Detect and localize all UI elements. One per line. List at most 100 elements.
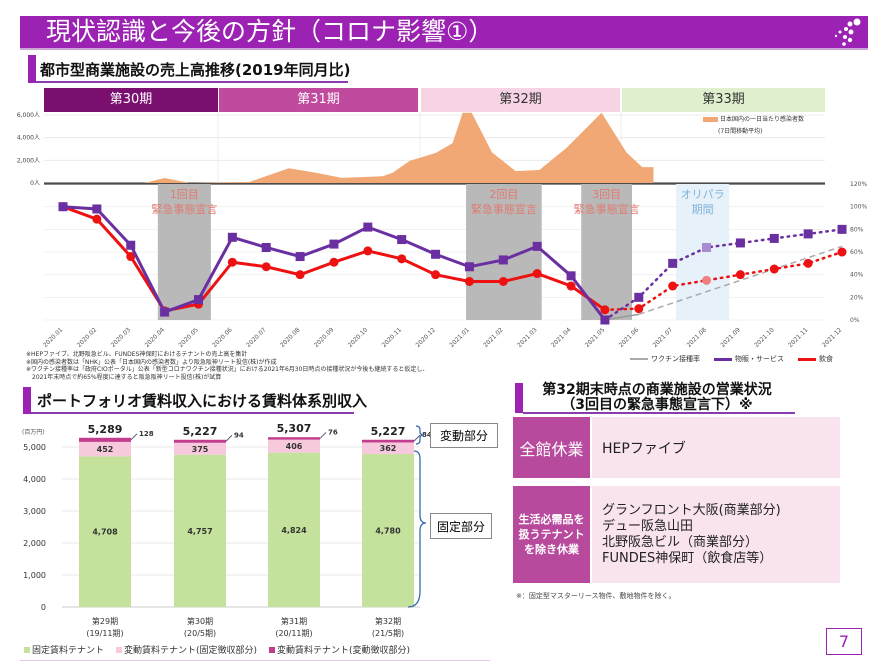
x-tick-label: 2020.08 [279,326,302,349]
bracket-variable [415,425,425,445]
x-category-sublabel: (20/11期) [275,629,312,638]
x-category-label: 第32期 [375,616,401,626]
y-tick-label: 2,000 [23,539,46,548]
facility: FUNDES神保町（飲食店等） [602,550,773,566]
bar-value-label: 406 [286,442,303,451]
period-header-33: 第33期 [622,88,825,112]
x-tick-label: 2021.04 [550,326,573,349]
bar-legend: 固定賃料テナント 変動賃料テナント(固定徴収部分) 変動賃料テナント(変動徴収部… [24,643,410,656]
x-tick-label: 2020.05 [177,326,200,349]
y-tick-label: 0% [850,317,860,324]
bar-segment [362,442,414,455]
data-point [464,262,474,272]
data-point [702,275,712,285]
legend-label: ワクチン接種率 [651,355,700,363]
section3-title: 第32期末時点の商業施設の営業状況 （3回目の緊急事態宣言下）※ [532,383,782,413]
x-tick-label: 2020.09 [313,326,336,349]
legend-item-variable-variable: 変動賃料テナント(変動徴収部分) [269,643,410,656]
bar-value-label: 362 [380,444,397,453]
legend-item-retail: 物販・サービス [714,354,784,364]
section-marker [28,55,36,83]
bar-total-label: 5,307 [277,422,312,435]
divider [20,660,490,661]
line-legend: ワクチン接種率 物販・サービス 飲食 [630,354,833,364]
x-tick-label: 2020.12 [414,326,437,349]
legend-infections: 日本国内の一日当たり感染者数 [720,116,805,123]
bar-unit-label: (百万円) [22,429,45,436]
data-point [532,269,542,279]
band-label: 緊急事態宣言 [471,202,537,216]
x-tick-label: 2020.06 [211,326,234,349]
section-underline [36,81,348,83]
facility: グランフロント大阪(商業部分) [602,502,781,518]
data-point [532,241,542,251]
x-tick-label: 2020.03 [110,326,133,349]
x-tick-label: 2021.01 [448,326,471,349]
x-tick-label: 2020.07 [245,326,268,349]
legend-label: 物販・サービス [735,355,784,363]
x-tick-label: 2021.08 [685,326,708,349]
section3-title-line1: 第32期末時点の商業施設の営業状況 [542,382,772,398]
y-tick-label: 0人 [30,180,40,187]
data-point [227,232,237,242]
chart-notes: ※HEPファイブ、北野阪急ビル、FUNDES神保町におけるテナントの売上高を集計… [26,351,428,381]
bar-value-label: 4,708 [92,528,118,537]
leader-line [319,432,327,439]
series-forecast-飲食 [603,250,844,312]
leader-line [413,434,421,442]
dots-logo-icon [834,18,861,46]
x-tick-label: 2020.04 [144,326,167,349]
section1-title: 都市型商業施設の売上高推移(2019年同月比) [40,61,351,79]
y-tick-label: 120% [850,181,867,188]
y-tick-label: 80% [850,226,864,233]
data-point [837,247,847,257]
bar-total-label: 5,289 [88,423,123,436]
data-point [566,271,576,281]
data-point [92,204,102,214]
y-tick-label: 1,000 [23,571,46,580]
y-tick-label: 0 [41,603,46,612]
legend-swatch-infections [703,117,718,122]
x-category-sublabel: (19/11期) [86,629,123,638]
status-partial-closure: 生活必需品を扱うテナントを除き休業 [513,486,590,583]
period-label: 第31期 [297,92,340,107]
bar-value-label: 4,780 [375,527,401,536]
legend-infections-sub: (7日間移動平均) [718,128,763,135]
data-point [431,270,441,280]
band-1 [466,184,542,320]
bar-value-label: 4,824 [281,526,307,535]
section-marker [23,387,31,414]
x-tick-label: 2020.10 [347,326,370,349]
bar-segment [79,456,131,607]
data-point [329,239,339,249]
bar-segment [174,439,226,443]
data-point [837,224,847,234]
bar-value-label: 76 [328,428,338,436]
x-tick-label: 2021.12 [821,326,844,349]
legend-item-fixed: 固定賃料テナント [24,643,104,656]
bar-segment [174,442,226,455]
period-label: 第32期 [499,92,542,107]
bracket-fixed [407,450,427,608]
data-point [227,257,237,267]
band-label: 緊急事態宣言 [151,202,217,216]
legend-item-variable-fixed: 変動賃料テナント(固定徴収部分) [116,643,257,656]
y-tick-label: 6,000人 [17,112,40,119]
data-point [261,262,271,272]
y-tick-label: 40% [850,272,864,279]
x-category-label: 第30期 [187,616,213,626]
legend-label: 固定賃料テナント [32,646,105,656]
band-label: 2回目 [489,188,518,201]
x-tick-label: 2021.06 [618,326,641,349]
x-category-sublabel: (20/5期) [184,629,216,638]
data-point [295,270,305,280]
section2-title: ポートフォリオ賃料収入における賃料体系別収入 [37,392,368,410]
section-underline [523,412,795,414]
facilities-partial-closure: グランフロント大阪(商業部分) デュー阪急山田 北野阪急ビル（商業部分） FUN… [592,486,840,583]
band-label: 1回目 [170,188,199,201]
legend-item-vaccine: ワクチン接種率 [630,354,700,364]
facility: 北野阪急ビル（商業部分） [602,534,759,550]
section3-footnote: ※：固定型マスターリース物件、敷地物件を除く。 [516,592,676,600]
data-point [769,233,779,243]
x-tick-label: 2021.07 [652,326,675,349]
